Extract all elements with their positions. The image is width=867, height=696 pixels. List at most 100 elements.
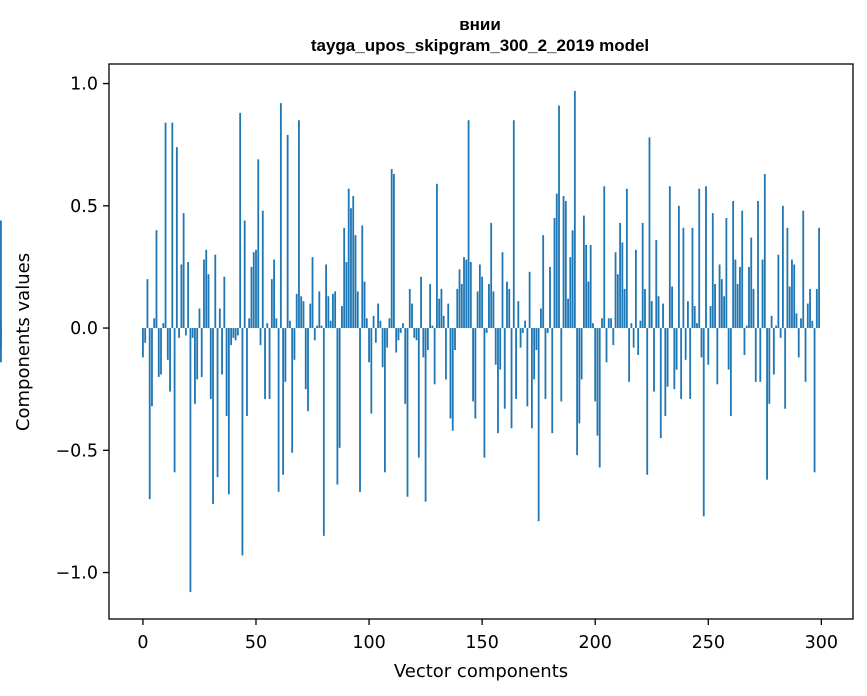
bar xyxy=(594,328,597,402)
bar xyxy=(542,235,545,329)
bar xyxy=(707,328,710,365)
bar xyxy=(363,281,366,329)
bar xyxy=(580,328,583,380)
bar xyxy=(164,122,167,329)
bar xyxy=(768,328,771,404)
bar xyxy=(711,213,714,329)
bar xyxy=(804,328,807,382)
bar xyxy=(781,205,784,329)
bar xyxy=(313,328,316,341)
bar xyxy=(761,259,764,329)
bar xyxy=(569,257,572,329)
bar xyxy=(454,328,456,351)
bar xyxy=(142,328,144,358)
bar xyxy=(571,230,574,329)
bar xyxy=(393,174,395,329)
bar xyxy=(440,288,443,329)
bar xyxy=(286,134,289,329)
bar xyxy=(700,328,703,358)
bar xyxy=(248,318,251,329)
bar xyxy=(279,103,282,329)
bar xyxy=(162,323,165,329)
bar xyxy=(777,254,780,329)
bar xyxy=(564,200,567,329)
bar xyxy=(791,259,793,329)
x-tick-label: 300 xyxy=(805,633,838,653)
bar xyxy=(273,259,275,329)
bar xyxy=(659,328,662,439)
bar xyxy=(650,301,653,329)
bar xyxy=(551,328,554,434)
bar xyxy=(779,328,782,338)
bar xyxy=(433,328,436,385)
bar xyxy=(503,328,506,409)
bar xyxy=(397,328,400,341)
bar xyxy=(169,328,171,392)
bar xyxy=(241,328,244,556)
bar xyxy=(460,284,463,329)
bar xyxy=(772,328,775,375)
bar xyxy=(166,328,169,360)
bar xyxy=(284,328,287,382)
bar xyxy=(698,188,701,329)
x-tick-label: 250 xyxy=(692,633,725,653)
bar xyxy=(293,328,296,360)
bar xyxy=(745,325,748,329)
bar xyxy=(673,328,676,390)
bar xyxy=(605,328,608,363)
bar xyxy=(370,328,373,414)
bar xyxy=(809,288,811,329)
y-tick-label: 1.0 xyxy=(70,75,98,95)
bar xyxy=(632,328,635,348)
bar xyxy=(662,303,664,329)
bar xyxy=(720,279,723,329)
bar xyxy=(173,328,176,473)
bar xyxy=(329,320,332,329)
bar xyxy=(282,328,285,475)
bar xyxy=(555,193,558,329)
bar xyxy=(784,328,787,409)
bar xyxy=(528,271,531,329)
bar xyxy=(499,328,502,370)
x-axis-ticks: 0 50 100 150 200 250 300 xyxy=(137,619,838,653)
bar xyxy=(648,137,651,329)
bar xyxy=(234,328,237,341)
bar xyxy=(438,298,441,329)
bar xyxy=(214,254,217,329)
bar xyxy=(573,90,576,329)
bar xyxy=(478,264,481,329)
bar xyxy=(243,220,246,329)
bar xyxy=(677,205,680,329)
bar xyxy=(379,320,382,329)
bar xyxy=(718,264,721,329)
bar xyxy=(178,328,181,338)
bar xyxy=(413,328,416,338)
bar xyxy=(449,328,452,419)
chart-title: внии xyxy=(459,15,501,34)
bar xyxy=(417,328,420,458)
bar xyxy=(727,328,730,370)
y-axis-label: Components values xyxy=(13,253,34,431)
bar xyxy=(657,296,660,329)
bar-series xyxy=(0,90,820,593)
bar xyxy=(341,306,343,329)
bar xyxy=(567,298,569,329)
bar xyxy=(526,328,529,407)
bar xyxy=(596,328,599,436)
bar xyxy=(806,303,809,329)
bar xyxy=(198,308,201,329)
bar xyxy=(623,288,626,329)
bar xyxy=(311,257,314,329)
bar xyxy=(203,259,205,329)
bar xyxy=(318,291,321,329)
bar xyxy=(381,328,384,368)
bar xyxy=(227,328,230,495)
bar xyxy=(598,328,601,468)
bar xyxy=(732,200,735,329)
bar xyxy=(562,196,565,329)
bar xyxy=(752,288,755,329)
bar xyxy=(748,266,750,329)
bar xyxy=(533,328,536,380)
bar xyxy=(535,328,538,351)
bar xyxy=(205,249,208,329)
